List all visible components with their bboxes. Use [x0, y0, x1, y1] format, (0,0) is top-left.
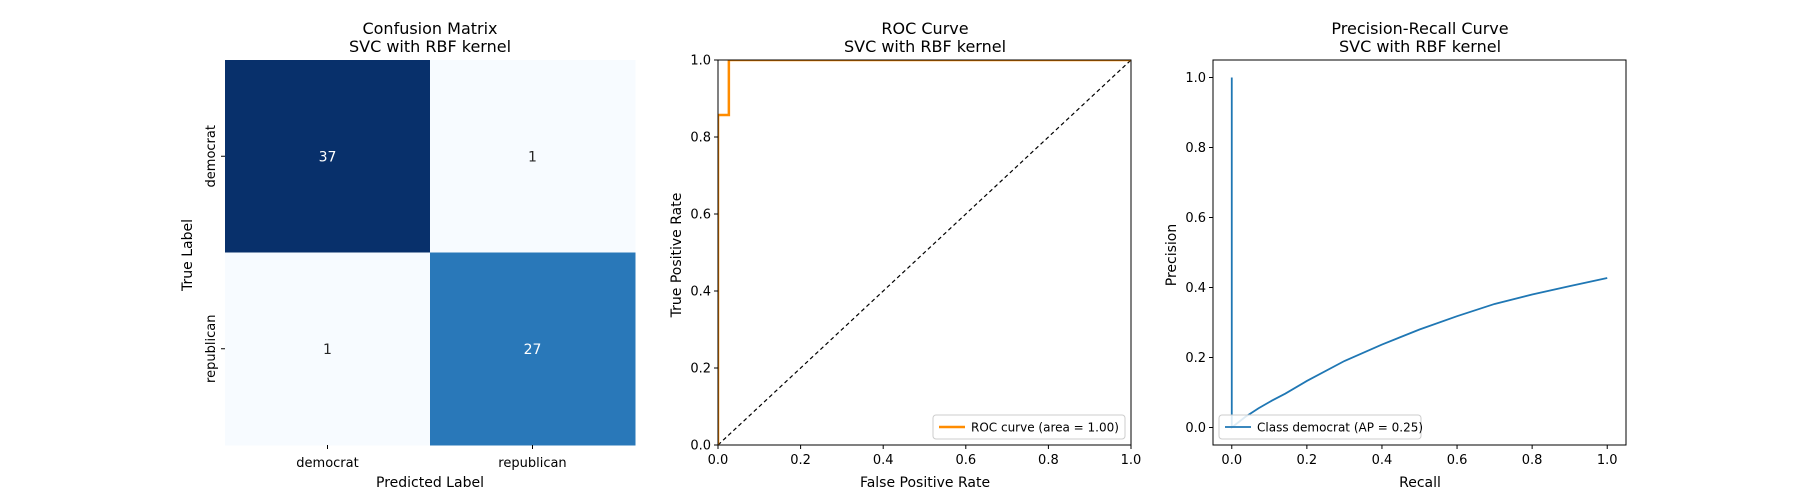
pr-x-tick-label: 0.6	[1447, 453, 1468, 468]
cm-cell-value: 1	[323, 342, 332, 358]
roc-reference-line	[718, 60, 1131, 445]
precision-recall-panel: Precision-Recall Curve SVC with RBF kern…	[1164, 19, 1627, 491]
pr-legend-box	[1218, 414, 1422, 440]
roc-title-line1: ROC Curve	[881, 19, 968, 38]
pr-y-tick-label: 0.8	[1185, 141, 1206, 156]
pr-y-tick-label: 0.0	[1185, 421, 1206, 436]
roc-y-axis-label: True Positive Rate	[669, 193, 685, 319]
cm-cell	[225, 252, 431, 446]
roc-panel: ROC Curve SVC with RBF kernel 0.0 0.2 0.4 0…	[669, 19, 1141, 491]
pr-y-axis-label: Precision	[1164, 224, 1180, 286]
roc-x-tick-label: 0.4	[873, 453, 894, 468]
pr-plot-area: 0.0 0.2 0.4 0.6 0.8 1.0 0.0 0.2 0.4 0.6 0.8 1.0 Clas…	[1185, 59, 1627, 468]
pr-y-tick-label: 1.0	[1185, 71, 1206, 86]
pr-x-tick-label: 0.8	[1522, 453, 1543, 468]
roc-series-group	[718, 60, 1131, 445]
cm-title-line1: Confusion Matrix	[362, 19, 497, 38]
pr-series-line	[1230, 77, 1608, 430]
cm-cell-value: 27	[524, 342, 542, 358]
pr-title-line1: Precision-Recall Curve	[1331, 19, 1508, 38]
cm-cell-value: 37	[319, 149, 337, 165]
roc-x-tick-label: 1.0	[1121, 453, 1142, 468]
roc-y-tick-label: 0.8	[690, 131, 711, 146]
pr-x-tick-label: 0.4	[1372, 453, 1393, 468]
pr-series-group	[1230, 77, 1608, 430]
cm-x-tick-label: republican	[498, 456, 566, 471]
cm-cell	[225, 60, 431, 253]
roc-series-line	[718, 60, 1131, 445]
pr-x-axis-label: Recall	[1399, 475, 1441, 491]
cm-cell	[430, 60, 636, 253]
roc-x-tick-label: 0.0	[708, 453, 729, 468]
pr-y-tick-label: 0.6	[1185, 211, 1206, 226]
roc-x-axis-label: False Positive Rate	[860, 475, 990, 491]
pr-y-tick-label: 0.2	[1185, 351, 1206, 366]
pr-y-tick-label: 0.4	[1185, 281, 1206, 296]
cm-cell-value: 1	[528, 149, 537, 165]
confusion-matrix-panel: Confusion Matrix SVC with RBF kernel 37 1…	[180, 19, 636, 491]
cm-y-axis-label: True Label	[180, 219, 196, 292]
roc-legend-box	[932, 414, 1126, 440]
cm-x-tick-label: democrat	[296, 456, 358, 471]
roc-y-tick-label: 0.4	[690, 285, 711, 300]
pr-axes-frame	[1212, 59, 1627, 446]
pr-title-line2: SVC with RBF kernel	[1339, 37, 1501, 56]
roc-title-line2: SVC with RBF kernel	[844, 37, 1006, 56]
roc-y-tick-label: 1.0	[690, 54, 711, 69]
cm-title-line2: SVC with RBF kernel	[349, 37, 511, 56]
roc-axes-frame	[717, 59, 1132, 446]
cm-cell	[430, 252, 636, 446]
roc-legend-label: ROC curve (area = 1.00)	[971, 421, 1119, 435]
cm-y-tick-label: democrat	[204, 125, 219, 187]
cm-y-tick-label: republican	[204, 315, 219, 383]
roc-x-tick-label: 0.2	[790, 453, 811, 468]
roc-y-tick-label: 0.6	[690, 208, 711, 223]
pr-x-tick-label: 1.0	[1597, 453, 1618, 468]
pr-x-tick-label: 0.2	[1297, 453, 1318, 468]
pr-x-tick-label: 0.0	[1221, 453, 1242, 468]
roc-x-tick-label: 0.6	[955, 453, 976, 468]
pr-legend-label: Class democrat (AP = 0.25)	[1257, 421, 1423, 435]
roc-y-tick-label: 0.0	[690, 439, 711, 454]
pr-legend: Class democrat (AP = 0.25)	[1218, 414, 1423, 440]
roc-y-tick-label: 0.2	[690, 362, 711, 377]
cm-ticks: democrat republican democrat republican	[204, 125, 567, 471]
roc-plot-area: 0.0 0.2 0.4 0.6 0.8 1.0 0.0 0.2 0.4 0.6 0.8 1.0 ROC …	[690, 54, 1141, 469]
roc-x-tick-label: 0.8	[1038, 453, 1059, 468]
cm-cells: 37 1 1 27	[225, 60, 636, 446]
roc-legend: ROC curve (area = 1.00)	[932, 414, 1126, 440]
cm-x-axis-label: Predicted Label	[376, 475, 484, 491]
